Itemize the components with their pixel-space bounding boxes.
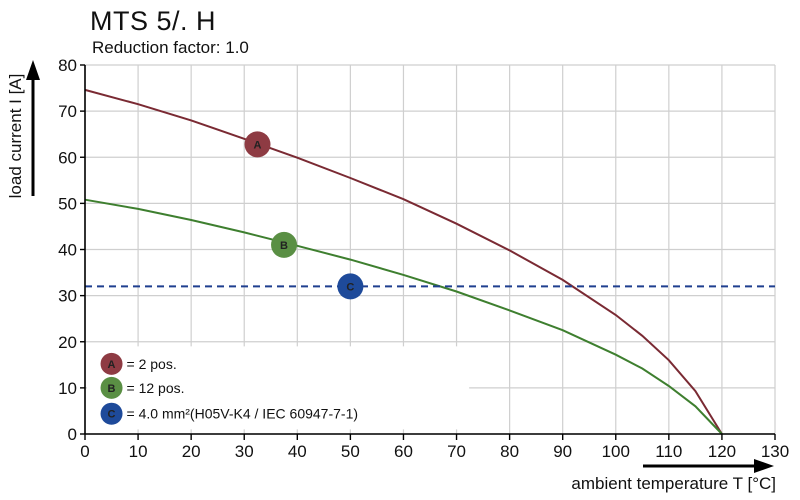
x-tick-label-0: 0 [80, 442, 89, 461]
chart-subtitle: Reduction factor: 1.0 [92, 38, 249, 57]
x-tick-label-100: 100 [602, 442, 630, 461]
legend-background [87, 346, 470, 430]
y-tick-label-50: 50 [58, 194, 77, 213]
y-tick-label-80: 80 [58, 56, 77, 75]
y-tick-label-60: 60 [58, 148, 77, 167]
x-tick-label-30: 30 [235, 442, 254, 461]
x-tick-label-40: 40 [288, 442, 307, 461]
x-tick-label-50: 50 [341, 442, 360, 461]
x-tick-label-60: 60 [394, 442, 413, 461]
chart-title: MTS 5/. H [90, 6, 217, 36]
series-lines [84, 88, 775, 435]
legend-marker-letter-C: C [108, 409, 116, 421]
legend-label-B: = 12 pos. [127, 380, 185, 396]
series-line-B [84, 198, 723, 435]
x-tick-label-130: 130 [761, 442, 789, 461]
y-tick-label-40: 40 [58, 241, 77, 260]
series-marker-letter-B: B [280, 240, 288, 252]
x-tick-label-10: 10 [129, 442, 148, 461]
x-axis-label: ambient temperature T [°C] [571, 474, 776, 493]
x-tick-label-110: 110 [655, 442, 682, 461]
series-marker-A [244, 131, 271, 158]
series-marker-letter-C: C [346, 281, 354, 293]
series-marker-C [337, 273, 364, 300]
legend-marker-C [100, 402, 123, 425]
series-marker-letter-A: A [254, 139, 262, 151]
legend-marker-letter-A: A [108, 359, 116, 371]
y-axis-arrow-head [26, 60, 40, 80]
legend-label-A: = 2 pos. [127, 356, 177, 372]
x-tick-label-80: 80 [500, 442, 519, 461]
y-tick-label-0: 0 [68, 425, 77, 444]
legend-marker-B [100, 376, 123, 399]
axis-labels: ambient temperature T [°C] load current … [6, 74, 776, 493]
legend-marker-letter-B: B [108, 383, 116, 395]
x-tick-label-20: 20 [182, 442, 201, 461]
y-tick-label-20: 20 [58, 333, 77, 352]
y-tick-label-30: 30 [58, 287, 77, 306]
x-tick-label-70: 70 [447, 442, 466, 461]
y-tick-label-10: 10 [58, 379, 77, 398]
x-tick-label-120: 120 [708, 442, 736, 461]
legend-label-C: = 4.0 mm²(H05V-K4 / IEC 60947-7-1) [127, 406, 359, 422]
legend: A = 2 pos. B = 12 pos. C = 4.0 mm²(H05V-K4 / … [100, 352, 359, 425]
series-markers: A B C [244, 131, 364, 300]
y-axis-label: load current I [A] [6, 74, 25, 199]
y-tick-label-70: 70 [58, 102, 77, 121]
tick-labels: 0 10 20 30 40 50 60 70 80 90 100 110 120 130 0 10 20 30 40… [58, 56, 789, 461]
series-line-A [84, 88, 723, 435]
legend-marker-A [100, 352, 123, 375]
x-tick-label-90: 90 [553, 442, 572, 461]
series-marker-B [271, 231, 298, 258]
x-axis-arrow-head [754, 459, 774, 473]
axes [26, 60, 776, 473]
